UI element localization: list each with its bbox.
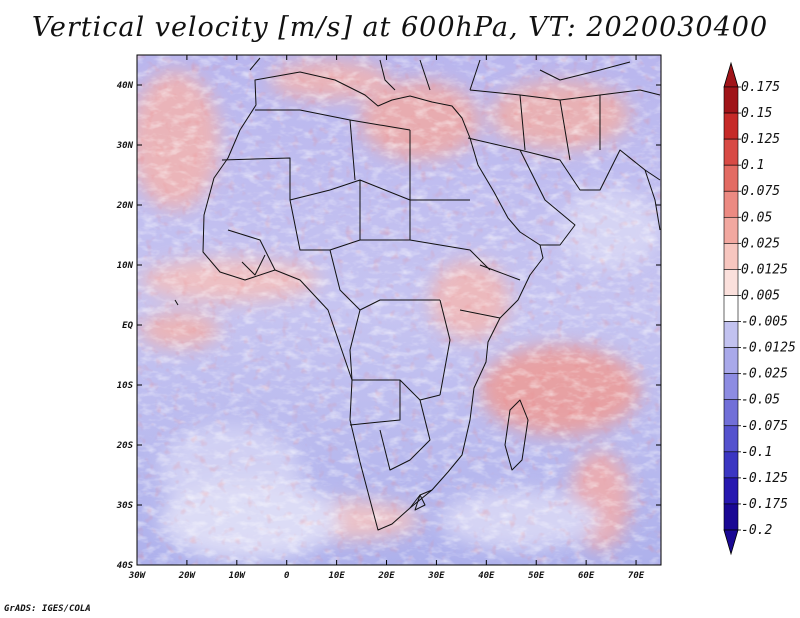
colorbar-swatch: [723, 190, 739, 218]
plot-frame: [136, 54, 662, 566]
colorbar-label: 0.125: [741, 132, 780, 147]
colorbar-swatch: [723, 399, 739, 427]
latitude-labels: 40N 30N 20N 10N EQ 10S 20S 30S 40S: [116, 81, 134, 571]
colorbar-label: -0.075: [741, 419, 788, 434]
axis-ticks: [136, 55, 661, 566]
lat-tick-label: 30S: [116, 501, 134, 511]
colorbar-label: 0.0125: [741, 262, 788, 277]
colorbar-label: 0.005: [741, 288, 780, 303]
map-title: Vertical velocity [m/s] at 600hPa, VT: 2…: [31, 12, 769, 43]
colorbar-label: -0.0125: [741, 341, 796, 356]
colorbar-swatch: [723, 321, 739, 348]
colorbar-label: 0.15: [741, 106, 772, 121]
colorbar-label: -0.125: [741, 471, 788, 486]
colorbar-swatch: [723, 243, 739, 270]
colorbar-swatch: [723, 295, 739, 322]
colorbar-swatch: [723, 503, 739, 531]
lat-tick-label: 20S: [116, 441, 134, 451]
colorbar-swatch: [723, 112, 739, 140]
lon-tick-label: 60E: [578, 571, 595, 581]
lat-tick-label: 40S: [117, 561, 134, 571]
colorbar-label: 0.05: [741, 210, 772, 225]
lat-tick-label: 10N: [117, 261, 134, 271]
lon-tick-label: 40E: [478, 571, 495, 581]
lon-tick-label: 20W: [178, 571, 197, 581]
colorbar-swatch: [723, 373, 739, 401]
colorbar-top-arrow: [723, 61, 739, 88]
colorbar-label: 0.175: [741, 80, 780, 95]
grads-credit: GrADS: IGES/COLA: [4, 604, 91, 614]
lat-tick-label: EQ: [122, 321, 133, 331]
colorbar-label: -0.025: [741, 367, 788, 382]
colorbar-swatch: [723, 451, 739, 479]
lon-tick-label: 30W: [128, 571, 147, 581]
colorbar-swatch: [723, 269, 739, 296]
colorbar-swatch: [723, 164, 739, 192]
lon-tick-label: 10W: [229, 571, 247, 581]
colorbar-swatch: [723, 138, 739, 166]
colorbar-swatch: [723, 216, 739, 244]
colorbar-label: 0.075: [741, 184, 780, 199]
colorbar-label: -0.005: [741, 315, 788, 330]
colorbar-label: -0.1: [741, 445, 772, 460]
colorbar-label: 0.025: [741, 236, 780, 251]
colorbar: 0.175 0.15 0.125 0.1 0.075 0.05 0.025 0.0125 0.0…: [723, 61, 796, 556]
colorbar-label: 0.1: [741, 158, 764, 173]
velocity-field: [137, 55, 661, 565]
lon-tick-label: 10E: [328, 571, 345, 581]
colorbar-label: -0.175: [741, 497, 788, 512]
colorbar-bottom-arrow: [723, 529, 739, 556]
colorbar-swatch: [723, 86, 739, 114]
longitude-labels: 30W 20W 10W 0 10E 20E 30E 40E 50E 60E 70E: [128, 571, 645, 581]
lon-tick-label: 0: [284, 571, 290, 581]
lat-tick-label: 20N: [116, 201, 134, 211]
lon-tick-label: 30E: [427, 571, 445, 581]
colorbar-swatch: [723, 425, 739, 453]
lat-tick-label: 40N: [117, 81, 134, 91]
lon-tick-label: 70E: [628, 571, 645, 581]
lon-tick-label: 20E: [377, 571, 395, 581]
lon-tick-label: 50E: [528, 571, 545, 581]
colorbar-swatch: [723, 347, 739, 374]
country-borders: [174, 57, 661, 531]
colorbar-swatch: [723, 477, 739, 505]
lat-tick-label: 30N: [116, 141, 134, 151]
colorbar-label: -0.2: [741, 523, 772, 538]
lat-tick-label: 10S: [117, 381, 134, 391]
colorbar-label: -0.05: [741, 393, 780, 408]
